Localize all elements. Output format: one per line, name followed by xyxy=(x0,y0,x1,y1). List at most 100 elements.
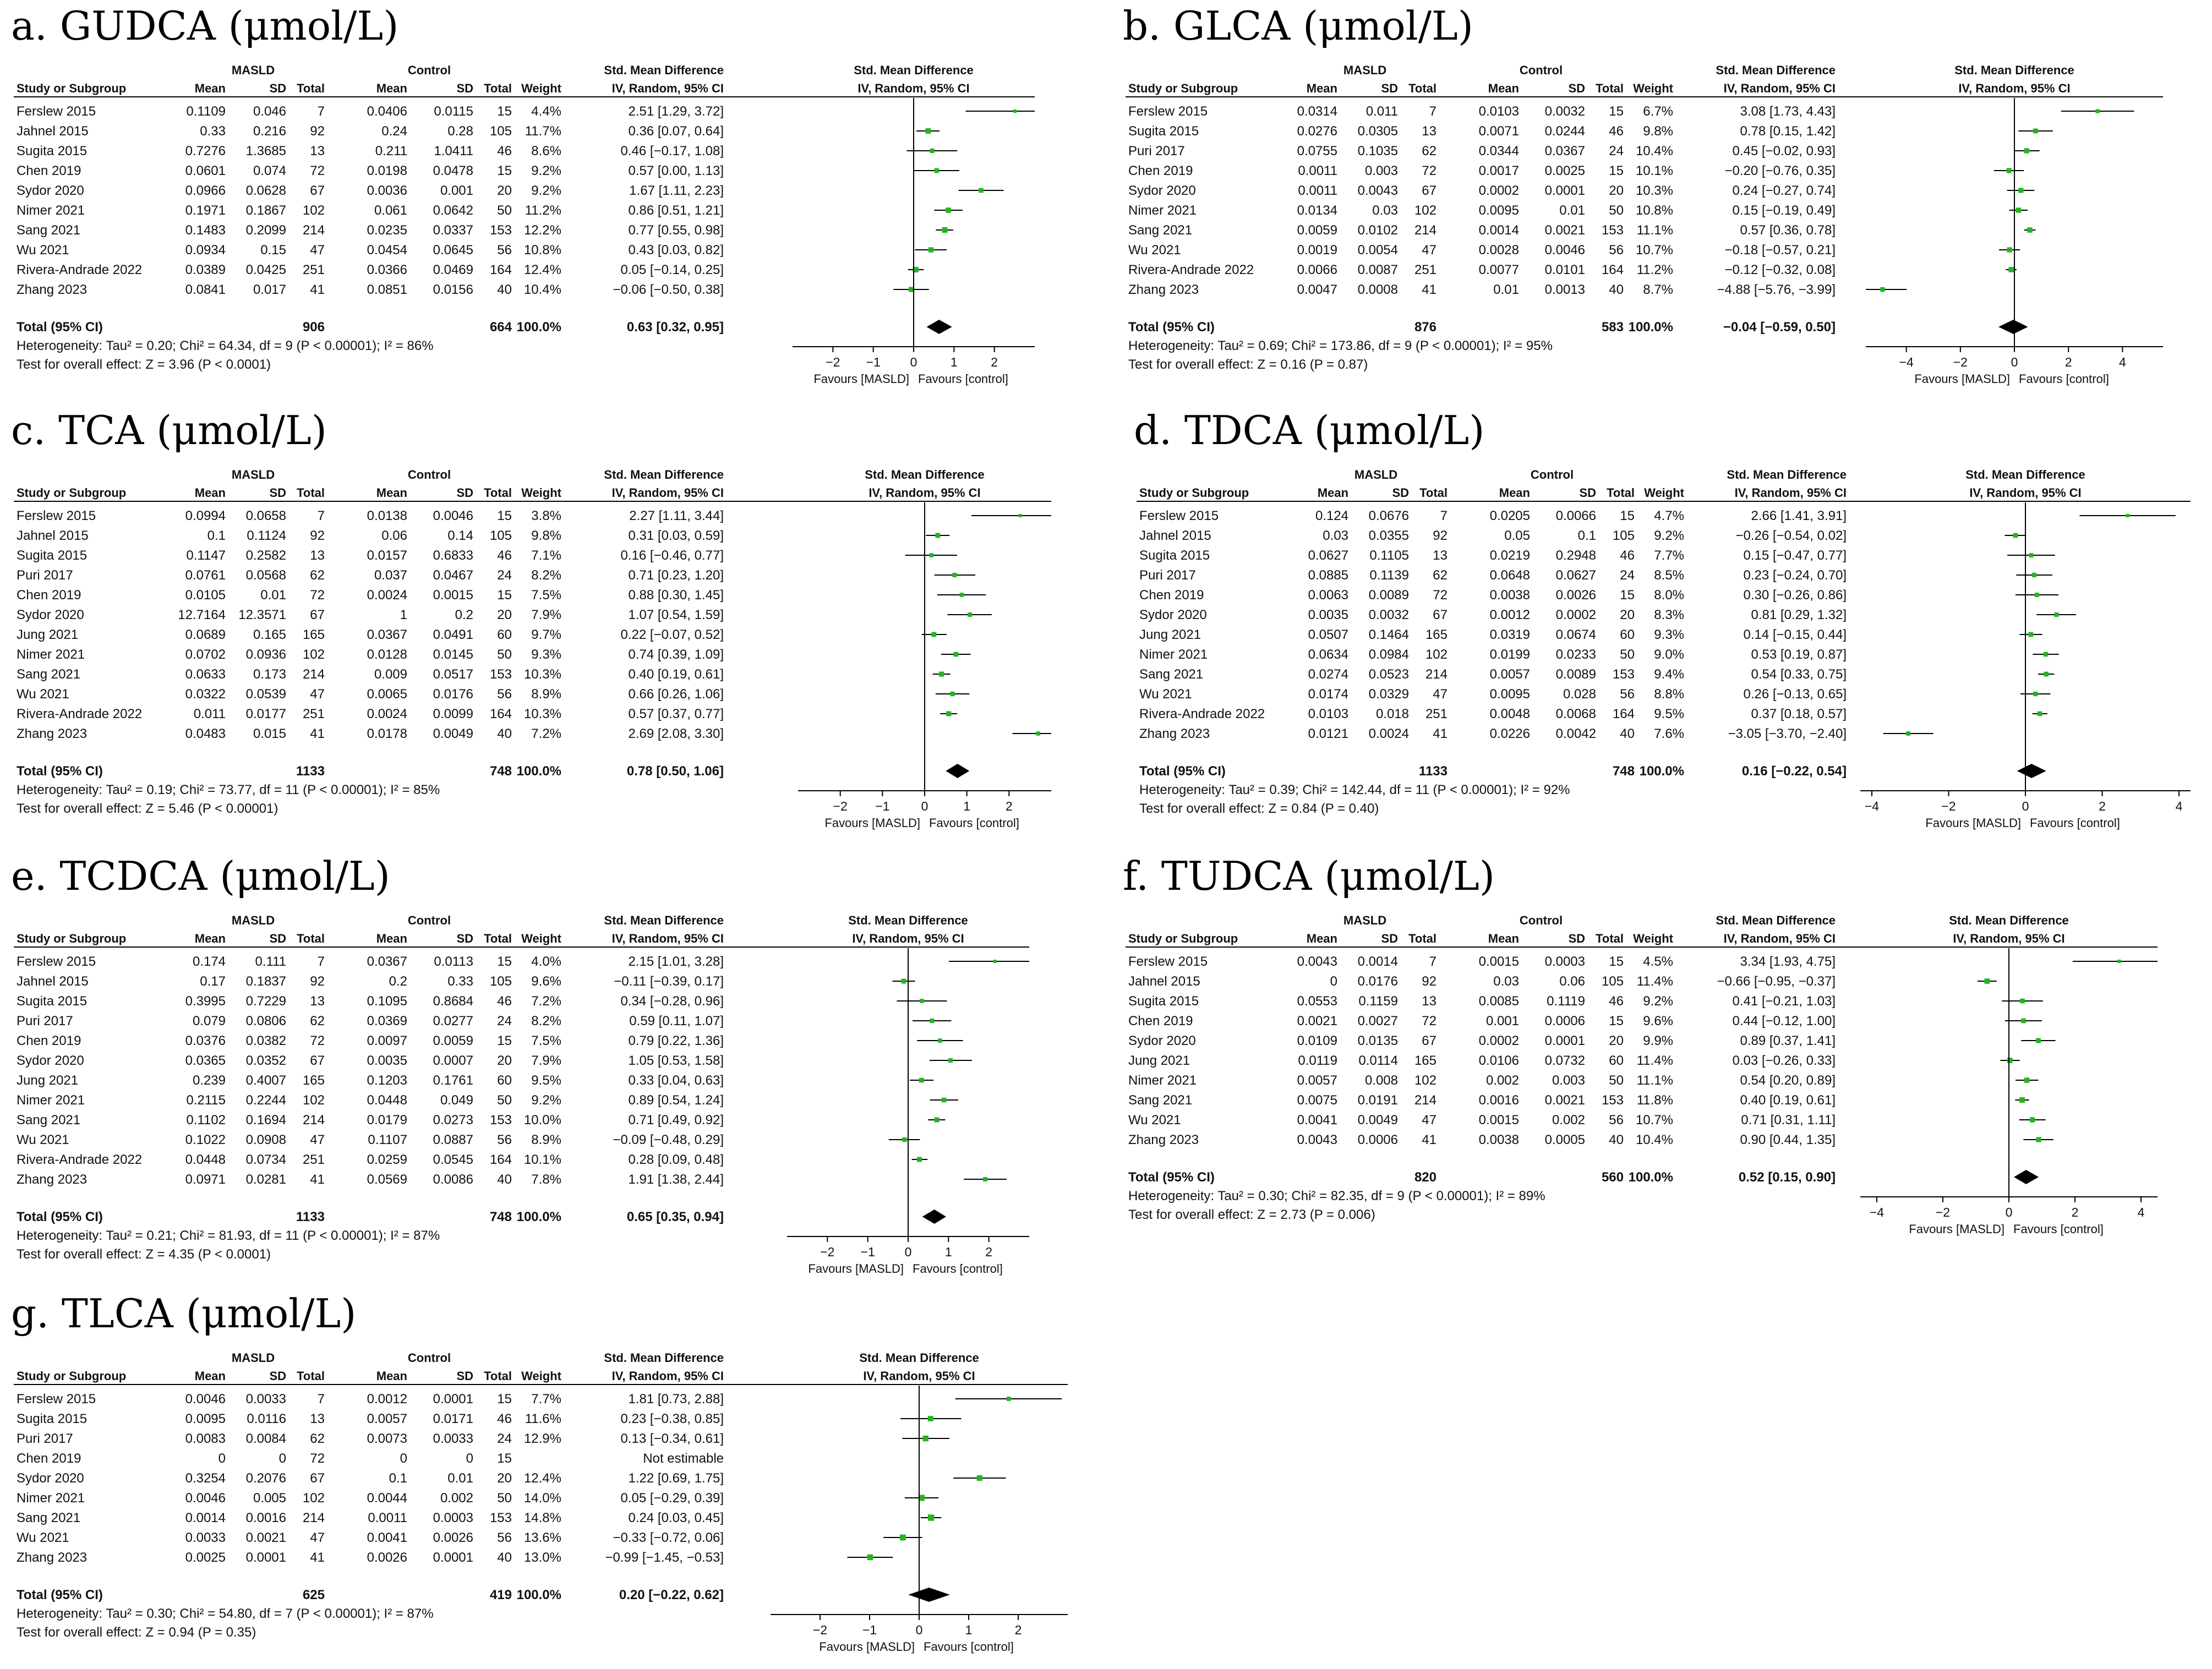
panel-d-study-name: Wu 2021 xyxy=(1139,687,1192,702)
panel-c-cell-sd2: 0.0046 xyxy=(433,508,473,523)
panel-d-cell-sd2: 0.1 xyxy=(1578,528,1596,543)
panel-d-cell-ci: 0.26 [−0.13, 0.65] xyxy=(1744,687,1847,702)
panel-a-point-estimate xyxy=(934,168,940,173)
panel-a-cell-m2: 0.0454 xyxy=(367,243,407,258)
panel-b-study-name: Sang 2021 xyxy=(1128,223,1192,238)
panel-e-overall-effect: Test for overall effect: Z = 4.35 (P < 0… xyxy=(17,1247,271,1262)
panel-g-cell-sd1: 0.005 xyxy=(253,1491,286,1506)
panel-c-cell-n1: 62 xyxy=(310,568,325,583)
panel-f-study-header: Study or Subgroup xyxy=(1128,932,1238,945)
panel-a-plot-method-header: IV, Random, 95% CI xyxy=(858,81,969,95)
panel-b-cell-sd1: 0.0008 xyxy=(1358,282,1398,297)
panel-d-total-n1: 1133 xyxy=(1419,764,1448,779)
panel-a-col-header-m2: Mean xyxy=(376,81,407,95)
panel-d-study-name: Puri 2017 xyxy=(1139,568,1196,583)
panel-d-cell-weight: 9.0% xyxy=(1654,647,1684,662)
panel-g-cell-sd2: 0.0026 xyxy=(433,1530,473,1545)
panel-e-cell-sd1: 0.0281 xyxy=(246,1172,286,1187)
panel-f-cell-weight: 11.8% xyxy=(1637,1093,1673,1108)
panel-c-cell-m2: 0.0138 xyxy=(367,508,407,523)
panel-d-tick-label: 4 xyxy=(2176,799,2183,813)
panel-d-total-weight: 100.0% xyxy=(1640,764,1684,779)
panel-a-cell-sd2: 0.0156 xyxy=(433,282,473,297)
panel-g-point-estimate xyxy=(867,1554,873,1561)
panel-b-title: b. GLCA (μmol/L) xyxy=(1123,3,1473,49)
panel-f-cell-sd2: 0.0005 xyxy=(1545,1132,1585,1147)
panel-d-cell-m1: 0.0174 xyxy=(1308,687,1348,702)
panel-c-study-name: Rivera-Andrade 2022 xyxy=(17,707,142,721)
panel-g-tick-label: 0 xyxy=(916,1623,923,1637)
panel-f-cell-weight: 11.4% xyxy=(1637,1053,1673,1068)
panel-e-col-header-sd1: SD xyxy=(269,932,286,945)
panel-c-smd-header: Std. Mean Difference xyxy=(604,468,724,481)
panel-c-cell-ci: 0.16 [−0.46, 0.77] xyxy=(621,548,724,563)
panel-e-cell-sd1: 0.4007 xyxy=(246,1073,286,1088)
panel-g-cell-sd2: 0.0171 xyxy=(433,1411,473,1426)
panel-d-cell-n2: 50 xyxy=(1620,647,1635,662)
panel-b-cell-ci: 0.24 [−0.27, 0.74] xyxy=(1733,183,1836,198)
panel-c-cell-sd1: 0.01 xyxy=(260,588,286,603)
panel-e-cell-sd2: 0.0273 xyxy=(433,1113,473,1128)
panel-c-cell-n2: 40 xyxy=(497,726,512,741)
panel-d-cell-n2: 15 xyxy=(1620,588,1635,603)
panel-e-cell-n2: 105 xyxy=(490,974,512,989)
panel-g-method-header: IV, Random, 95% CI xyxy=(612,1369,724,1383)
panel-f-col-header-n1: Total xyxy=(1408,932,1437,945)
panel-a-col-header-sd2: SD xyxy=(456,81,473,95)
panel-d-cell-n2: 46 xyxy=(1620,548,1635,563)
panel-g-col-header-n1: Total xyxy=(297,1369,325,1383)
panel-f-cell-m1: 0.0075 xyxy=(1297,1093,1337,1108)
panel-d-cell-ci: 0.37 [0.18, 0.57] xyxy=(1751,707,1847,721)
panel-f-cell-ci: 0.41 [−0.21, 1.03] xyxy=(1733,994,1836,1009)
panel-c-cell-sd2: 0.14 xyxy=(447,528,473,543)
panel-a-col-header-weight: Weight xyxy=(521,81,562,95)
panel-c-cell-n2: 46 xyxy=(497,548,512,563)
panel-c-tick-label: 0 xyxy=(921,799,929,813)
panel-c-cell-ci: 0.31 [0.03, 0.59] xyxy=(629,528,724,543)
panel-c-cell-sd2: 0.0145 xyxy=(433,647,473,662)
panel-c-cell-sd1: 0.0539 xyxy=(246,687,286,702)
panel-b-cell-weight: 9.8% xyxy=(1643,124,1673,139)
panel-e-total-ci: 0.65 [0.35, 0.94] xyxy=(627,1210,724,1224)
panel-e-cell-n2: 56 xyxy=(497,1132,512,1147)
panel-b-total-n2: 583 xyxy=(1602,320,1624,335)
panel-a-cell-sd1: 0.0425 xyxy=(246,262,286,277)
panel-c-study-name: Ferslew 2015 xyxy=(17,508,96,523)
panel-d-cell-weight: 7.6% xyxy=(1654,726,1684,741)
panel-e-cell-weight: 9.5% xyxy=(531,1073,561,1088)
panel-b-cell-n1: 41 xyxy=(1422,282,1437,297)
panel-b-cell-sd2: 0.0046 xyxy=(1545,243,1585,258)
panel-a-cell-n1: 92 xyxy=(310,124,325,139)
panel-e-cell-sd2: 0.0113 xyxy=(434,954,473,969)
panel-g-cell-m1: 0.0014 xyxy=(185,1511,226,1525)
panel-e-favours-right: Favours [control] xyxy=(913,1262,1003,1276)
panel-d-summary-diamond xyxy=(2017,764,2046,778)
panel-a-tick-label: 1 xyxy=(951,355,958,369)
panel-a-cell-m2: 0.0198 xyxy=(367,163,407,178)
panel-e-cell-m1: 0.1102 xyxy=(186,1113,226,1128)
panel-g-cell-m1: 0.0046 xyxy=(185,1491,226,1506)
panel-f-cell-m1: 0 xyxy=(1330,974,1337,989)
panel-c-overall-effect: Test for overall effect: Z = 5.46 (P < 0… xyxy=(17,801,278,816)
panel-c-cell-weight: 9.7% xyxy=(531,627,561,642)
panel-d-cell-m2: 0.0048 xyxy=(1490,707,1530,721)
panel-a-cell-m2: 0.061 xyxy=(374,203,407,218)
panel-c-point-estimate xyxy=(952,572,957,578)
panel-e-cell-ci: 0.71 [0.49, 0.92] xyxy=(629,1113,724,1128)
panel-b-cell-n2: 20 xyxy=(1609,183,1624,198)
panel-b-point-estimate xyxy=(2095,109,2100,113)
panel-a-study-name: Chen 2019 xyxy=(17,163,81,178)
panel-c-cell-m2: 1 xyxy=(400,608,407,622)
panel-g-cell-m2: 0.0012 xyxy=(367,1392,407,1407)
panel-c-study-name: Sang 2021 xyxy=(17,667,80,682)
panel-c-cell-n2: 24 xyxy=(497,568,512,583)
panel-a-cell-m1: 0.0934 xyxy=(185,243,226,258)
panel-g-cell-weight: 14.8% xyxy=(524,1511,561,1525)
panel-c-cell-sd1: 0.015 xyxy=(253,726,286,741)
panel-g-tick-label: 2 xyxy=(1015,1623,1022,1637)
panel-a-total-ci: 0.63 [0.32, 0.95] xyxy=(627,320,724,335)
panel-d-tick-label: 2 xyxy=(2099,799,2106,813)
panel-a-point-estimate xyxy=(946,207,951,213)
panel-g-cell-n1: 47 xyxy=(310,1530,325,1545)
panel-b-cell-m2: 0.01 xyxy=(1493,282,1519,297)
